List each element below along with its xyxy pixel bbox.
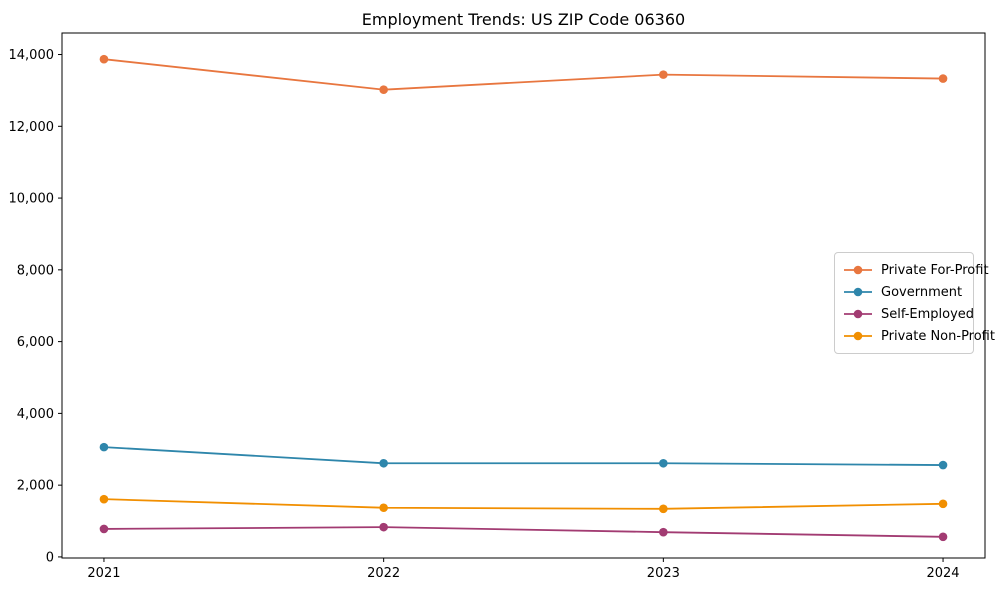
legend-label: Self-Employed	[881, 306, 975, 322]
data-point	[379, 503, 388, 513]
x-tick-label: 2022	[367, 566, 400, 581]
series-line	[103, 446, 944, 466]
series-line	[103, 58, 944, 91]
legend-dot	[853, 331, 863, 341]
series-line	[103, 526, 944, 538]
x-tick-label: 2023	[647, 566, 680, 581]
legend-line-marker-icon	[844, 287, 872, 297]
data-point	[938, 532, 948, 542]
data-point	[379, 522, 388, 532]
legend-dot	[853, 287, 863, 297]
chart-title: Employment Trends: US ZIP Code 06360	[361, 10, 686, 29]
data-point	[379, 85, 388, 94]
legend-item: Private Non-Profit	[843, 325, 995, 347]
data-point	[659, 504, 668, 514]
y-tick-label: 12,000	[9, 120, 55, 135]
legend-dot	[853, 309, 863, 319]
legend: Private For-Profit Government Self-Emplo…	[834, 252, 995, 354]
data-point	[99, 524, 109, 534]
y-tick-label: 2,000	[17, 479, 54, 494]
y-tick-label: 8,000	[17, 263, 54, 278]
data-point	[938, 74, 948, 83]
legend-line-marker-icon	[844, 309, 872, 319]
legend-item: Private For-Profit	[843, 259, 989, 281]
data-point	[99, 442, 109, 452]
y-tick-label: 4,000	[17, 407, 54, 422]
x-tick-label: 2021	[87, 566, 120, 581]
y-tick-label: 6,000	[17, 335, 54, 350]
y-tick-label: 10,000	[9, 192, 55, 207]
y-tick-label: 0	[46, 550, 54, 565]
data-point	[659, 458, 668, 468]
y-tick-label: 14,000	[9, 48, 55, 63]
data-point	[659, 527, 668, 537]
data-point	[99, 54, 109, 64]
x-tick-label: 2024	[926, 566, 959, 581]
legend-item: Self-Employed	[843, 303, 974, 325]
legend-label: Private For-Profit	[881, 262, 989, 278]
legend-item: Government	[843, 281, 965, 303]
data-point	[659, 70, 668, 79]
data-point	[379, 458, 388, 468]
series-line	[103, 498, 944, 510]
data-point	[99, 494, 109, 504]
legend-dot	[853, 265, 863, 275]
legend-line-marker-icon	[844, 331, 872, 341]
data-point	[938, 499, 948, 509]
data-point	[938, 460, 948, 470]
legend-label: Private Non-Profit	[881, 328, 995, 344]
axes-border	[61, 32, 986, 559]
legend-label: Government	[881, 284, 963, 300]
legend-line-marker-icon	[844, 265, 872, 275]
